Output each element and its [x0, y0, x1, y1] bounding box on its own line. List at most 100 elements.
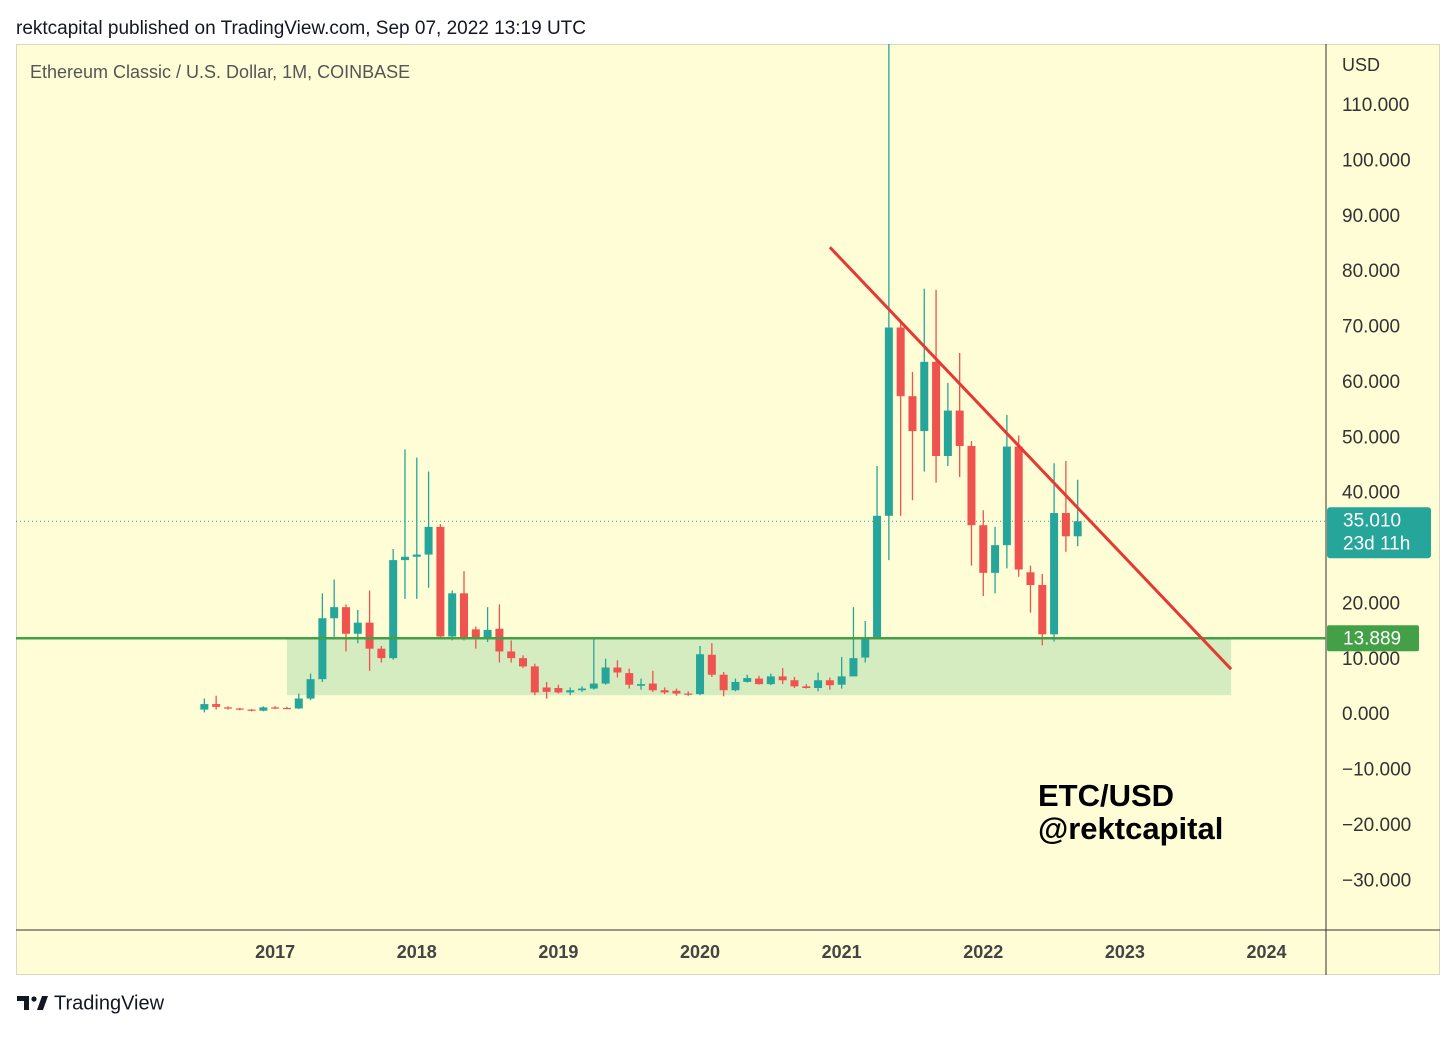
- x-tick-label: 2023: [1105, 942, 1145, 962]
- y-tick-label: 20.000: [1342, 593, 1400, 614]
- candle-body: [1014, 446, 1023, 570]
- candle-body: [495, 628, 504, 652]
- y-tick-label: 60.000: [1342, 372, 1400, 393]
- candle-body: [991, 545, 1000, 573]
- candle-body: [696, 654, 705, 695]
- candle-body: [542, 687, 551, 692]
- y-tick-label: 90.000: [1342, 206, 1400, 227]
- y-tick-label: 110.000: [1342, 95, 1409, 116]
- candle-body: [849, 658, 858, 677]
- candle-body: [1073, 521, 1082, 537]
- candle-body: [554, 688, 563, 693]
- candle-body: [943, 410, 952, 456]
- candle-body: [684, 693, 693, 695]
- x-tick-label: 2018: [397, 942, 437, 962]
- candle-body: [519, 658, 528, 667]
- y-tick-label: −10.000: [1342, 760, 1411, 781]
- candle-body: [1050, 513, 1059, 635]
- candle-body: [743, 678, 752, 682]
- candle-body: [884, 327, 893, 516]
- candle-body: [790, 680, 799, 687]
- footer-brand: TradingView: [54, 992, 165, 1014]
- candle-body: [365, 622, 374, 649]
- y-tick-label: 40.000: [1342, 483, 1400, 504]
- candle-body: [932, 361, 941, 456]
- chart-panel: [16, 44, 1440, 975]
- candle-body: [755, 678, 764, 685]
- x-tick-label: 2022: [963, 942, 1003, 962]
- candle-body: [837, 676, 846, 685]
- candle-body: [448, 593, 457, 637]
- candle-body: [908, 396, 917, 432]
- candle-body: [578, 688, 587, 691]
- x-tick-label: 2019: [538, 942, 578, 962]
- candle-body: [896, 327, 905, 397]
- candle-body: [707, 654, 716, 675]
- candle-body: [672, 690, 681, 694]
- y-tick-label: 100.000: [1342, 150, 1411, 171]
- candle-body: [648, 683, 657, 691]
- y-axis-unit: USD: [1342, 55, 1380, 75]
- candle-body: [861, 637, 870, 658]
- y-tick-label: 10.000: [1342, 649, 1400, 670]
- candle-body: [306, 679, 315, 699]
- plot-area: [16, 44, 1326, 713]
- candle-body: [637, 684, 646, 686]
- candle-body: [247, 709, 256, 711]
- symbol-title: Ethereum Classic / U.S. Dollar, 1M, COIN…: [30, 62, 410, 82]
- candle-body: [802, 686, 811, 689]
- candle-body: [825, 680, 834, 686]
- candle-body: [1026, 572, 1035, 586]
- y-tick-label: −30.000: [1342, 870, 1411, 891]
- candle-body: [955, 410, 964, 447]
- support-price-label: 13.889: [1343, 628, 1401, 649]
- candle-body: [483, 629, 492, 638]
- candle-body: [589, 683, 598, 689]
- candle-body: [1038, 585, 1047, 635]
- y-tick-label: 50.000: [1342, 427, 1400, 448]
- candle-body: [377, 648, 386, 659]
- candle-body: [979, 525, 988, 573]
- candle-body: [353, 622, 362, 634]
- candle-body: [412, 554, 421, 557]
- candle-body: [459, 593, 468, 638]
- candle-body: [271, 707, 280, 709]
- candle-body: [660, 690, 669, 693]
- candle-body: [436, 526, 445, 637]
- candle-body: [330, 607, 339, 619]
- candle-body: [471, 629, 480, 638]
- x-tick-label: 2024: [1246, 942, 1286, 962]
- candle-body: [282, 707, 291, 710]
- candle-body: [967, 446, 976, 526]
- candle-body: [235, 708, 244, 710]
- candle-body: [318, 618, 327, 680]
- candle-body: [223, 707, 232, 709]
- watermark: ETC/USD: [1038, 778, 1174, 813]
- y-tick-label: −20.000: [1342, 815, 1411, 836]
- x-tick-label: 2017: [255, 942, 295, 962]
- countdown-label: 23d 11h: [1343, 533, 1410, 554]
- y-tick-label: 0.000: [1342, 704, 1390, 725]
- current-price-box: [1327, 507, 1431, 559]
- x-tick-label: 2020: [680, 942, 720, 962]
- candle-body: [566, 690, 575, 693]
- candle-body: [766, 676, 775, 685]
- candle-body: [719, 674, 728, 691]
- candle-body: [731, 681, 740, 691]
- candle-body: [212, 704, 221, 707]
- watermark: @rektcapital: [1038, 811, 1223, 846]
- candle-body: [200, 704, 209, 710]
- candle-body: [625, 673, 634, 685]
- candle-body: [530, 666, 539, 693]
- candle-body: [1002, 446, 1011, 546]
- candle-body: [424, 526, 433, 555]
- candle-body: [400, 556, 409, 561]
- candle-body: [507, 651, 516, 659]
- tradingview-logo: [17, 996, 48, 1010]
- candle-body: [1061, 513, 1070, 537]
- candle-body: [259, 707, 268, 711]
- candle-body: [814, 680, 823, 689]
- candle-body: [294, 698, 303, 709]
- x-tick-label: 2021: [822, 942, 862, 962]
